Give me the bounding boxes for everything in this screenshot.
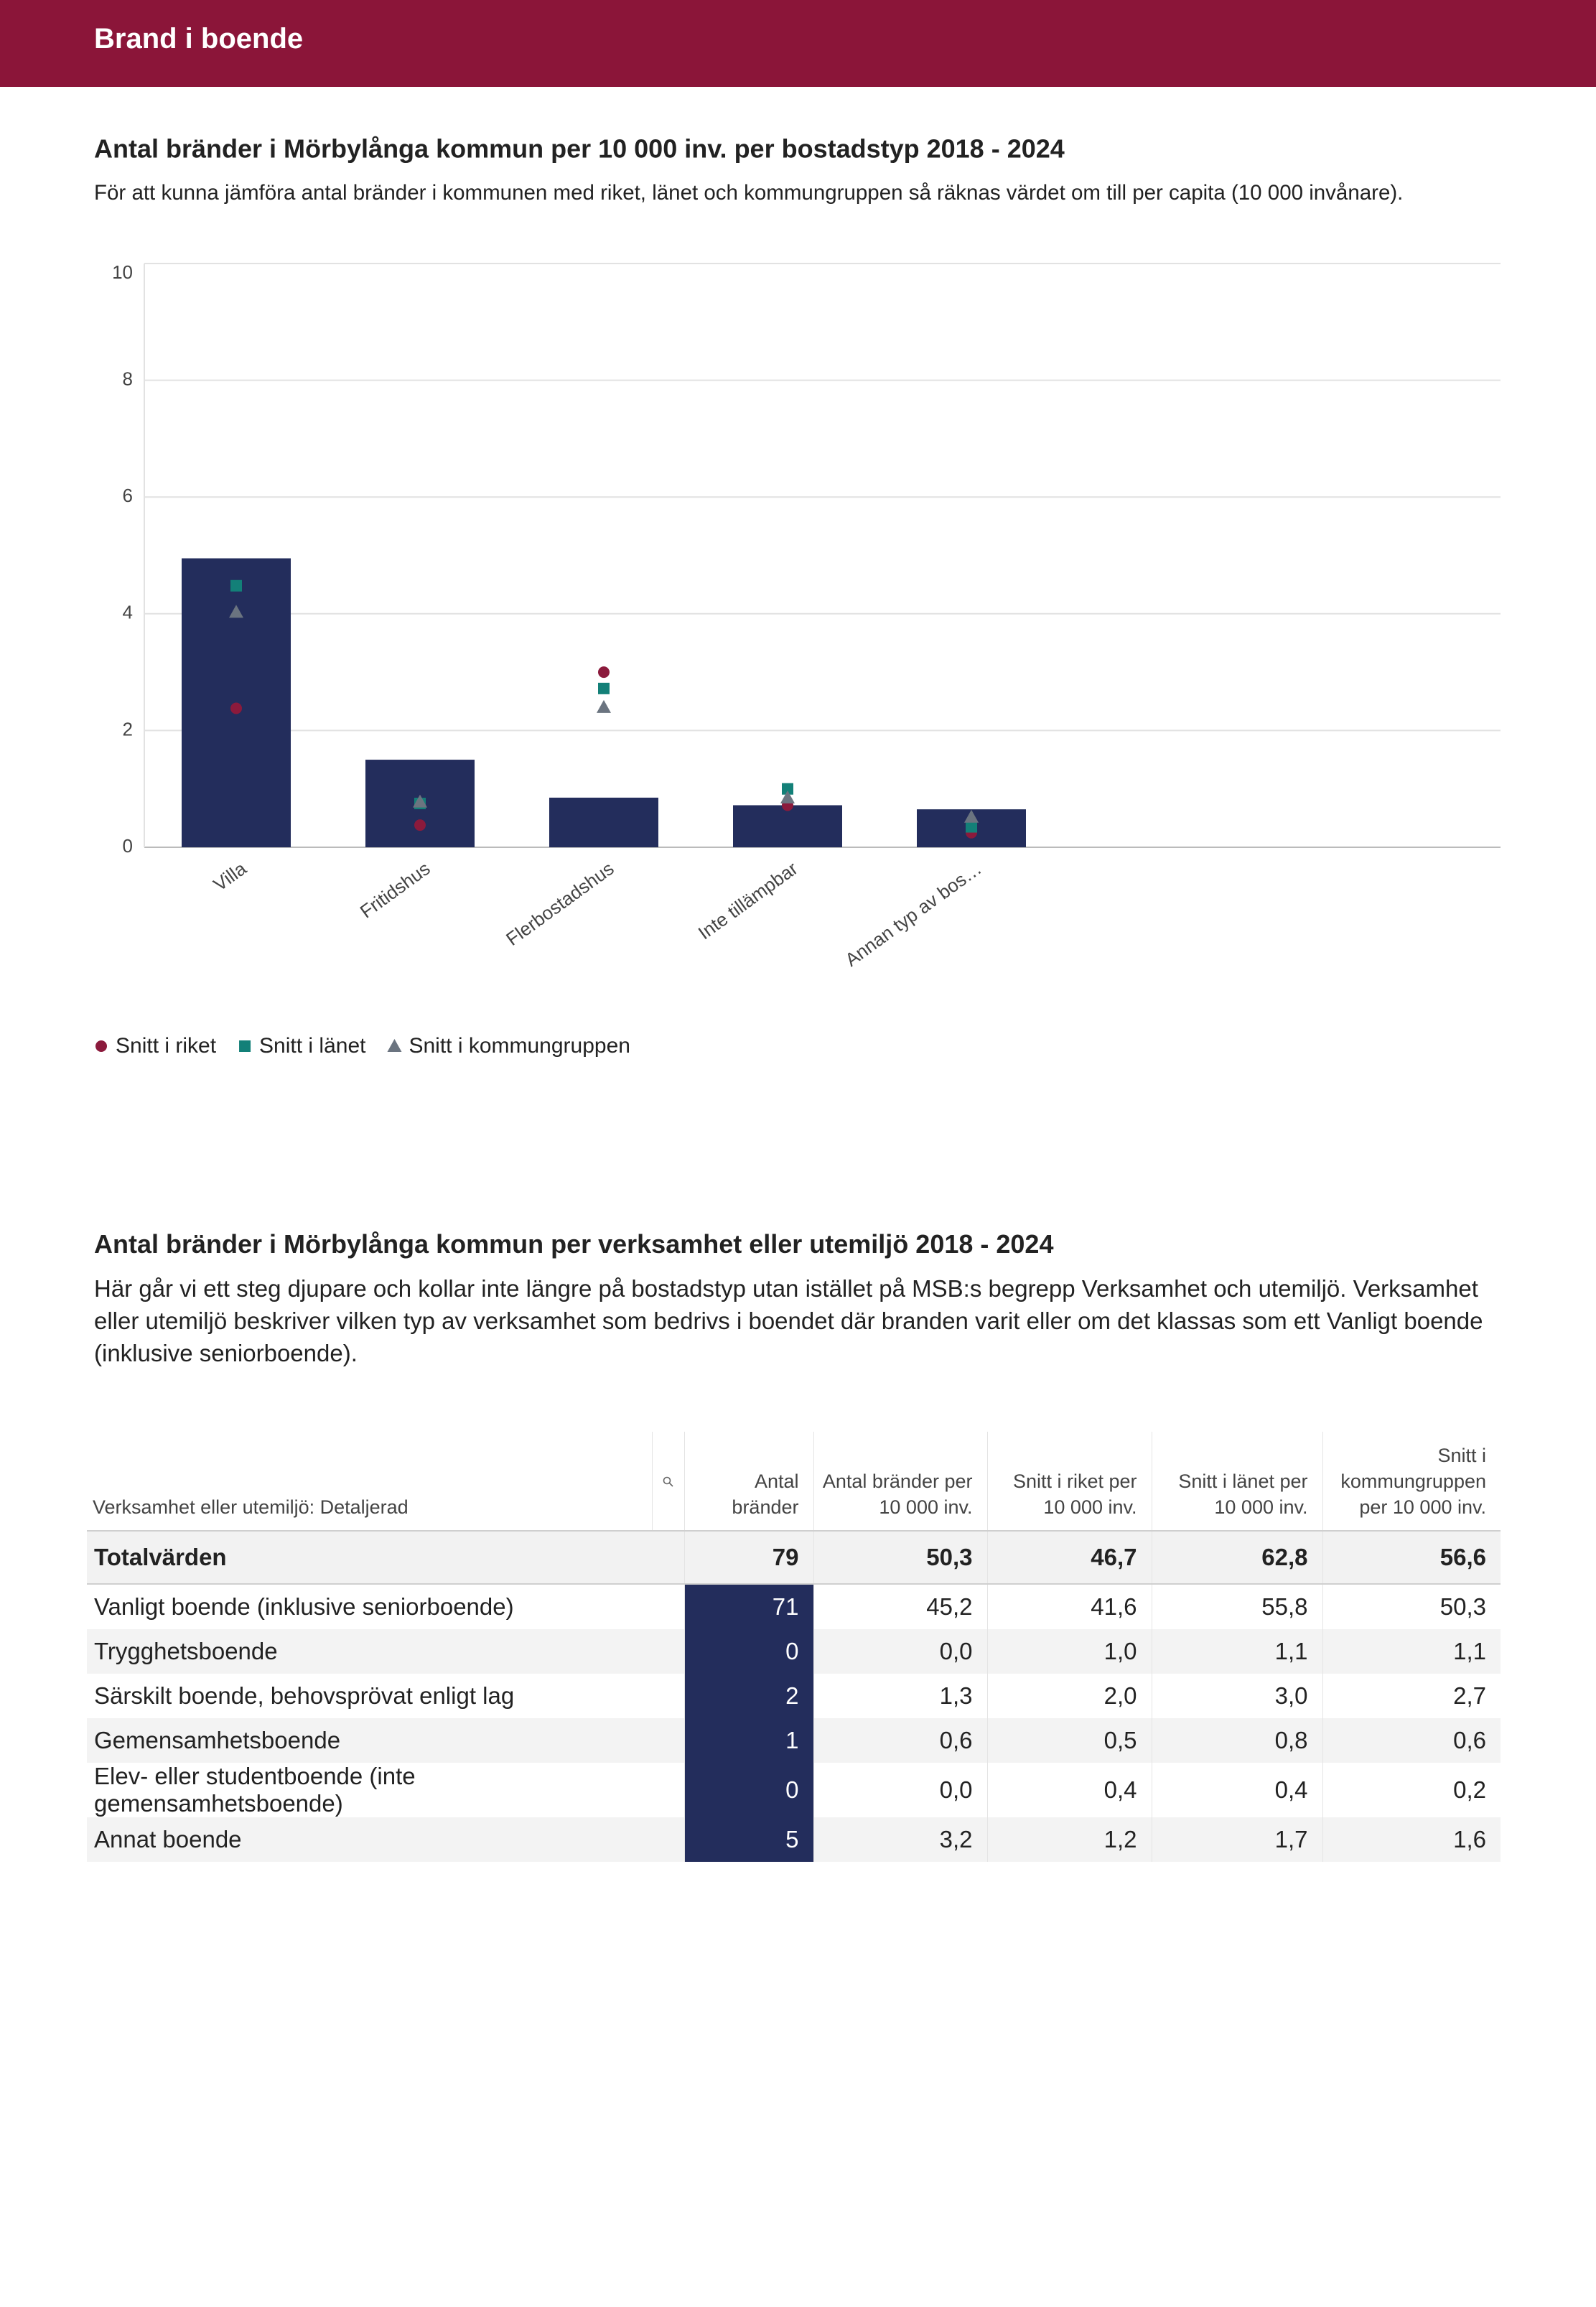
cell: 1,2	[986, 1817, 1152, 1862]
x-tick-label: Fritidshus	[356, 857, 434, 923]
cell: 0,6	[1322, 1718, 1501, 1763]
chart: Antal bränder i Mörbylånga kommun per 10…	[94, 134, 1501, 1058]
cell: 71	[683, 1584, 813, 1629]
section-text: Här går vi ett steg djupare och kollar i…	[94, 1275, 1483, 1366]
row-label: Annat boende	[87, 1817, 684, 1862]
row-label: Särskilt boende, behovsprövat enligt lag	[94, 1682, 515, 1709]
cell: 3,0	[1151, 1674, 1322, 1718]
page-title: Brand i boende	[94, 23, 304, 55]
cell: 0	[683, 1763, 813, 1817]
cell: 0,2	[1322, 1763, 1501, 1817]
bar	[549, 797, 658, 847]
x-tick-label: Annan typ av bos…	[841, 857, 985, 971]
table-row: Annat boende 5 3,2 1,2 1,7 1,6	[87, 1817, 1501, 1862]
legend-label: Snitt i kommungruppen	[409, 1034, 630, 1058]
cell: 0,4	[1151, 1763, 1322, 1817]
chart-subtitle: För att kunna jämföra antal bränder i ko…	[94, 181, 1403, 205]
cell: 55,8	[1151, 1584, 1322, 1629]
cell: 0,8	[1151, 1718, 1322, 1763]
cell: 5	[683, 1817, 813, 1862]
column-header: Snitt i länet per 10 000 inv.	[1151, 1432, 1322, 1531]
row-label: Trygghetsboende	[87, 1629, 684, 1674]
cell: 0,5	[986, 1718, 1152, 1763]
cell: 0,4	[986, 1763, 1152, 1817]
y-tick-label: 2	[123, 718, 133, 740]
marker	[598, 666, 610, 679]
cell: 79	[683, 1530, 813, 1585]
cell: 0,0	[813, 1763, 987, 1817]
marker	[229, 605, 243, 618]
table-row: Vanligt boende (inklusive seniorboende) 7…	[87, 1584, 1501, 1629]
cell: 2,0	[986, 1674, 1152, 1718]
legend-label: Snitt i länet	[259, 1034, 366, 1058]
cell: 46,7	[986, 1530, 1152, 1585]
cell: 3,2	[813, 1817, 987, 1862]
cell: 0	[683, 1629, 813, 1674]
section-title: Antal bränder i Mörbylånga kommun per ve…	[94, 1229, 1054, 1259]
x-tick-label: Villa	[210, 857, 251, 895]
table-row: Gemensamhetsboende 1 0,6 0,5 0,8 0,6	[87, 1718, 1501, 1763]
row-label: Gemensamhetsboende	[87, 1718, 684, 1763]
chart-title: Antal bränder i Mörbylånga kommun per 10…	[94, 134, 1065, 164]
y-tick-label: 4	[123, 602, 133, 623]
y-tick-label: 8	[123, 368, 133, 389]
y-tick-label: 10	[112, 261, 133, 283]
header-row: Verksamhet eller utemiljö: Detaljerad Ant…	[87, 1432, 1501, 1531]
cell: 1,1	[1151, 1629, 1322, 1674]
cell: 45,2	[813, 1584, 987, 1629]
marker	[239, 1040, 251, 1052]
cell: 0,6	[813, 1718, 987, 1763]
column-header: Antal bränder per 10 000 inv.	[813, 1432, 987, 1531]
marker	[95, 1040, 107, 1052]
y-tick-label: 6	[123, 485, 133, 506]
cell: 50,3	[813, 1530, 987, 1585]
marker	[387, 1039, 402, 1052]
table-row: Elev- eller studentboende (inte gemensam…	[87, 1763, 1501, 1817]
marker	[414, 819, 426, 831]
cell: 62,8	[1151, 1530, 1322, 1585]
table-row: Särskilt boende, behovsprövat enligt lag…	[87, 1674, 1501, 1718]
row-label: Totalvärden	[87, 1530, 684, 1585]
cell: 56,6	[1322, 1530, 1501, 1585]
row-label: Elev- eller studentboende (inte gemensam…	[94, 1763, 416, 1817]
cell: 1,1	[1322, 1629, 1501, 1674]
bar	[733, 805, 842, 847]
x-tick-label: Flerbostadshus	[502, 857, 617, 950]
row-label: Vanligt boende (inklusive seniorboende)	[94, 1593, 514, 1620]
cell: 1,6	[1322, 1817, 1501, 1862]
cell: 41,6	[986, 1584, 1152, 1629]
cell: 0,0	[813, 1629, 987, 1674]
marker	[598, 682, 610, 694]
marker	[597, 699, 611, 713]
cell: 1,3	[813, 1674, 987, 1718]
search-button[interactable]	[651, 1432, 684, 1531]
marker	[782, 783, 793, 795]
x-tick-label: Inte tillämpbar	[694, 857, 802, 943]
cell: 50,3	[1322, 1584, 1501, 1629]
search-icon[interactable]	[663, 1476, 674, 1488]
cell: 2	[683, 1674, 813, 1718]
marker	[966, 821, 977, 833]
cell: 1,7	[1151, 1817, 1322, 1862]
marker	[230, 579, 242, 592]
cell: 1	[683, 1718, 813, 1763]
legend-label: Snitt i riket	[116, 1034, 217, 1058]
column-header: Snitt i riket per 10 000 inv.	[986, 1432, 1152, 1531]
cell: 1,0	[986, 1629, 1152, 1674]
data-table: Verksamhet eller utemiljö: Detaljerad Ant…	[87, 1432, 1501, 1862]
marker	[413, 794, 427, 808]
column-header: Verksamhet eller utemiljö: Detaljerad	[93, 1496, 409, 1518]
cell: 2,7	[1322, 1674, 1501, 1718]
column-header: Snitt i kommungruppen per 10 000 inv.	[1322, 1432, 1501, 1531]
marker	[780, 790, 795, 803]
column-header: Antal bränder	[683, 1432, 813, 1531]
total-row: Totalvärden 79 50,3 46,7 62,8 56,6	[87, 1530, 1501, 1585]
table-row: Trygghetsboende 0 0,0 1,0 1,1 1,1	[87, 1629, 1501, 1674]
marker	[964, 809, 979, 823]
y-tick-label: 0	[123, 835, 133, 857]
marker	[230, 702, 242, 714]
top-bar: Brand i boende	[0, 0, 1596, 87]
